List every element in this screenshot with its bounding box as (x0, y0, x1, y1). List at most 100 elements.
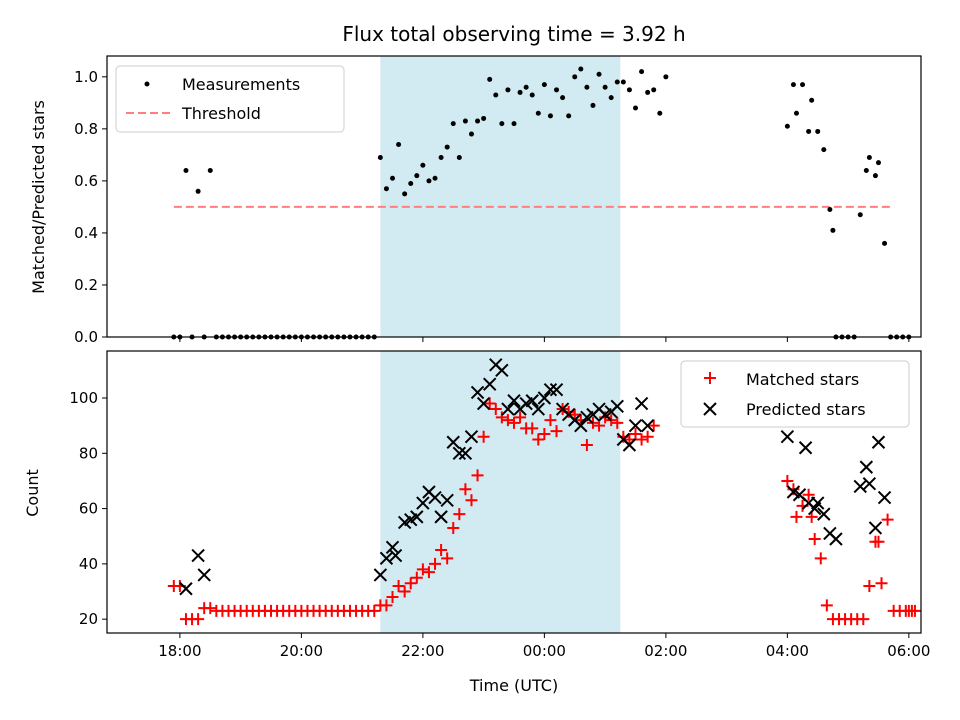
measurement-points (171, 66, 912, 340)
matched-star-point (392, 580, 405, 592)
measurement-point (499, 121, 505, 127)
predicted-star-point (410, 510, 424, 524)
matched-star-point (872, 535, 885, 548)
measurement-point (632, 105, 638, 111)
x-tick-label: 00:00 (523, 642, 566, 660)
measurement-point (830, 227, 836, 233)
matched-star-point (489, 403, 502, 416)
measurement-point (414, 173, 420, 179)
measurement-point (511, 121, 517, 127)
predicted-star-point (385, 540, 400, 555)
measurement-point (456, 154, 462, 160)
measurement-point (481, 115, 487, 121)
measurement-point (827, 207, 833, 213)
measurement-point (645, 89, 651, 95)
measurement-point (487, 76, 493, 82)
bottom-axes-frame (106, 350, 922, 634)
measurement-point (863, 167, 869, 173)
matched-star-point (790, 510, 803, 523)
predicted-star-point (470, 385, 485, 400)
measurement-point (438, 154, 444, 160)
matched-star-point (441, 552, 454, 565)
matched-star-point (814, 552, 827, 565)
predicted-star-point (501, 402, 515, 416)
matched-star-point (416, 563, 429, 576)
legend-marker-matched (704, 372, 716, 384)
measurement-point (207, 167, 213, 173)
y-tick-label: 0.0 (74, 328, 98, 346)
matched-star-point (453, 508, 466, 521)
predicted-star-point (452, 446, 467, 461)
predicted-star-point (197, 568, 211, 582)
predicted-star-point (640, 418, 655, 433)
matched-star-point (514, 411, 527, 424)
measurement-point (784, 123, 790, 129)
bottom-legend: Matched stars Predicted stars (680, 360, 910, 428)
predicted-star-point (446, 435, 460, 449)
measurement-point (596, 71, 602, 77)
matched-star-point (477, 430, 490, 443)
measurement-point (383, 186, 389, 192)
predicted-star-point (525, 394, 539, 408)
legend-label-threshold: Threshold (181, 104, 261, 123)
measurement-point (195, 188, 201, 194)
matched-star-point (398, 585, 411, 598)
predicted-star-point (780, 429, 795, 444)
predicted-star-point (191, 548, 205, 563)
predicted-star-point (859, 460, 874, 474)
top-legend: Measurements Threshold (115, 65, 345, 133)
measurement-point (468, 131, 474, 137)
matched-star-point (875, 577, 888, 590)
y-tick-label: 0.6 (74, 172, 98, 190)
matched-star-point (635, 433, 648, 446)
matched-star-point (380, 599, 393, 612)
predicted-star-point (537, 391, 552, 405)
matched-star-point (629, 427, 642, 440)
measurement-point (183, 167, 189, 173)
predicted-star-point (373, 568, 388, 582)
matched-star-point (459, 483, 472, 496)
bottom-legend-box (680, 360, 910, 428)
matched-star-point (641, 430, 654, 443)
measurement-point (377, 154, 383, 160)
predicted-star-point (868, 521, 883, 535)
matched-star-point (623, 433, 636, 446)
legend-label-predicted: Predicted stars (746, 400, 866, 419)
legend-marker-predicted (703, 402, 717, 416)
predicted-star-point (853, 479, 867, 494)
measurement-point (396, 141, 402, 147)
measurement-point (866, 154, 872, 160)
matched-star-point (781, 474, 794, 487)
matched-star-point (532, 433, 545, 446)
matched-star-point (863, 580, 876, 592)
predicted-star-point (862, 476, 877, 491)
measurement-point (529, 92, 535, 98)
bottom-panel: 18:00 20:00 22:00 00:00 02:00 04:00 06:00 20 40 6… (23, 350, 930, 660)
x-axis-label: Time (UTC) (469, 676, 558, 695)
measurement-point (541, 82, 547, 88)
predicted-star-point (549, 382, 564, 397)
matched-star-point (495, 411, 508, 424)
measurement-point (857, 212, 863, 218)
matched-star-point (802, 488, 815, 501)
measurement-point (626, 87, 632, 93)
matched-star-point (611, 416, 624, 429)
predicted-star-point (871, 435, 886, 449)
matched-star-point (471, 469, 484, 482)
matched-star-point (508, 416, 520, 429)
predicted-star-point (811, 496, 825, 510)
measurement-point (426, 178, 432, 184)
x-tick-label: 20:00 (280, 642, 323, 660)
y-tick-label: 0.4 (74, 224, 98, 242)
predicted-star-point (482, 377, 497, 391)
measurement-point (602, 84, 608, 90)
matched-star-point (368, 604, 381, 617)
y-tick-label: 60 (79, 500, 98, 518)
measurement-point (663, 74, 669, 80)
predicted-star-point (628, 418, 643, 433)
chart-title: Flux total observing time = 3.92 h (342, 22, 685, 46)
predicted-star-point (379, 551, 394, 566)
predicted-star-point (434, 510, 448, 524)
top-axes-frame (106, 55, 922, 338)
matched-star-point (593, 419, 606, 432)
